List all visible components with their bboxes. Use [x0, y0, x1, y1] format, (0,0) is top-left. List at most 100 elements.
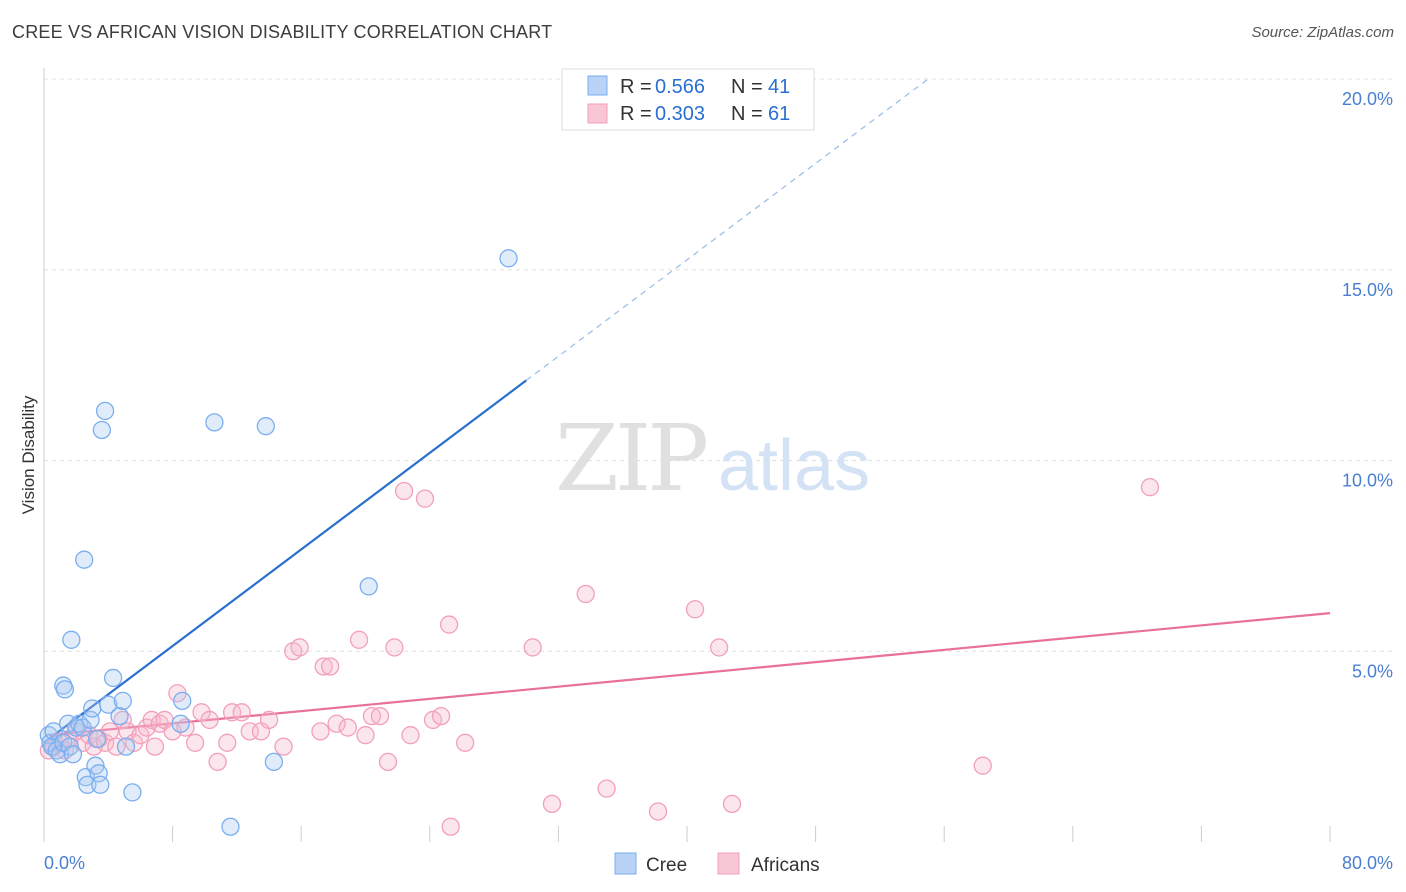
africans-point-47 — [378, 752, 398, 772]
africans-point-37 — [290, 638, 309, 657]
legend-r-value-africans: 0.303 — [655, 103, 705, 125]
cree-point-27 — [99, 695, 118, 714]
cree-points — [39, 249, 518, 836]
africans-point-19 — [145, 737, 165, 756]
x-axis-ticks — [43, 826, 1331, 842]
cree-point-32 — [123, 783, 142, 802]
africans-point-51 — [415, 489, 435, 508]
africans-point-39 — [314, 657, 333, 676]
cree-point-30 — [113, 691, 132, 710]
africans-point-40 — [320, 657, 340, 676]
y-tick-label-2: 15.0% — [1342, 280, 1393, 300]
watermark-zip: ZIP — [555, 405, 706, 512]
cree-point-19 — [81, 710, 100, 730]
bottom-legend: Cree Africans — [614, 852, 820, 876]
africans-point-41 — [327, 714, 346, 733]
africans-point-42 — [338, 718, 357, 737]
y-axis-title: Vision Disability — [19, 395, 38, 514]
africans-point-48 — [385, 638, 404, 657]
africans-point-56 — [456, 733, 475, 752]
y-tick-label-0: 5.0% — [1352, 661, 1393, 681]
africans-point-53 — [431, 706, 451, 726]
grid-lines — [44, 78, 1392, 652]
cree-point-34 — [173, 691, 192, 710]
africans-point-54 — [439, 615, 459, 634]
bottom-legend-label-africans: Africans — [751, 855, 820, 876]
cree-point-24 — [91, 775, 110, 794]
x-tick-label-max: 80.0% — [1342, 853, 1393, 873]
watermark: ZIP atlas — [555, 405, 870, 512]
cree-point-26 — [95, 401, 115, 421]
legend-r-value-cree: 0.566 — [655, 76, 705, 98]
chart-title: CREE VS AFRICAN VISION DISABILITY CORREL… — [12, 22, 553, 42]
africans-point-35 — [274, 737, 293, 756]
africans-point-49 — [394, 481, 414, 501]
cree-point-36 — [221, 817, 240, 836]
legend-n-value-africans: 61 — [768, 103, 790, 125]
africans-point-64 — [722, 794, 742, 813]
africans-point-59 — [576, 584, 595, 604]
africans-point-55 — [441, 817, 460, 836]
cree-point-38 — [264, 752, 284, 772]
cree-point-5 — [50, 745, 70, 764]
cree-point-35 — [205, 413, 224, 432]
africans-points — [39, 478, 1160, 836]
legend-n-label-cree: N = — [731, 76, 763, 98]
africans-point-61 — [648, 802, 668, 821]
cree-trend-extension — [525, 78, 929, 381]
x-tick-label-min: 0.0% — [44, 853, 85, 873]
chart-source: Source: ZipAtlas.com — [1251, 24, 1394, 41]
africans-point-63 — [710, 638, 729, 657]
cree-point-37 — [256, 417, 275, 436]
africans-point-31 — [232, 703, 251, 722]
cree-point-40 — [499, 249, 518, 268]
africans-point-38 — [311, 722, 330, 741]
cree-point-8 — [55, 680, 75, 699]
africans-point-34 — [259, 710, 279, 730]
africans-point-43 — [349, 630, 369, 649]
cree-point-20 — [83, 699, 102, 718]
africans-point-58 — [542, 794, 562, 813]
y-tick-labels: 5.0% 10.0% 15.0% 20.0% — [1342, 89, 1393, 681]
africans-point-57 — [523, 638, 542, 657]
bottom-legend-swatch-cree — [614, 852, 637, 875]
legend-r-label-cree: R = — [620, 76, 652, 98]
legend-n-value-cree: 41 — [768, 76, 790, 98]
bottom-legend-swatch-africans — [717, 852, 740, 875]
cree-point-29 — [110, 706, 129, 726]
africans-point-60 — [597, 779, 616, 798]
legend: R = 0.566 N = 41 R = 0.303 N = 61 — [561, 68, 815, 131]
cree-trend-line — [48, 379, 527, 740]
africans-point-62 — [685, 600, 705, 619]
legend-swatch-cree — [587, 75, 608, 96]
cree-point-12 — [63, 745, 83, 764]
africans-point-28 — [208, 752, 227, 772]
africans-point-65 — [973, 756, 992, 775]
legend-n-label-africans: N = — [731, 103, 763, 125]
watermark-atlas: atlas — [718, 426, 870, 506]
africans-point-12 — [107, 737, 126, 756]
cree-point-25 — [92, 420, 112, 440]
bottom-legend-label-cree: Cree — [646, 855, 687, 876]
cree-point-23 — [89, 764, 108, 783]
cree-point-31 — [116, 737, 136, 756]
cree-point-18 — [78, 775, 97, 794]
y-tick-label-3: 20.0% — [1342, 89, 1393, 109]
africans-point-44 — [356, 726, 375, 745]
cree-point-33 — [171, 714, 190, 733]
africans-point-30 — [222, 703, 242, 722]
africans-point-66 — [1140, 478, 1160, 497]
legend-r-label-africans: R = — [620, 103, 652, 125]
africans-point-29 — [218, 733, 237, 752]
cree-point-16 — [75, 550, 94, 569]
y-tick-label-1: 10.0% — [1342, 471, 1393, 491]
cree-point-11 — [62, 630, 81, 649]
cree-point-39 — [359, 577, 378, 596]
africans-point-46 — [370, 706, 390, 726]
africans-point-50 — [401, 726, 420, 745]
legend-swatch-africans — [587, 103, 608, 124]
cree-point-22 — [87, 729, 107, 749]
cree-point-28 — [103, 668, 123, 688]
africans-point-27 — [200, 710, 219, 730]
